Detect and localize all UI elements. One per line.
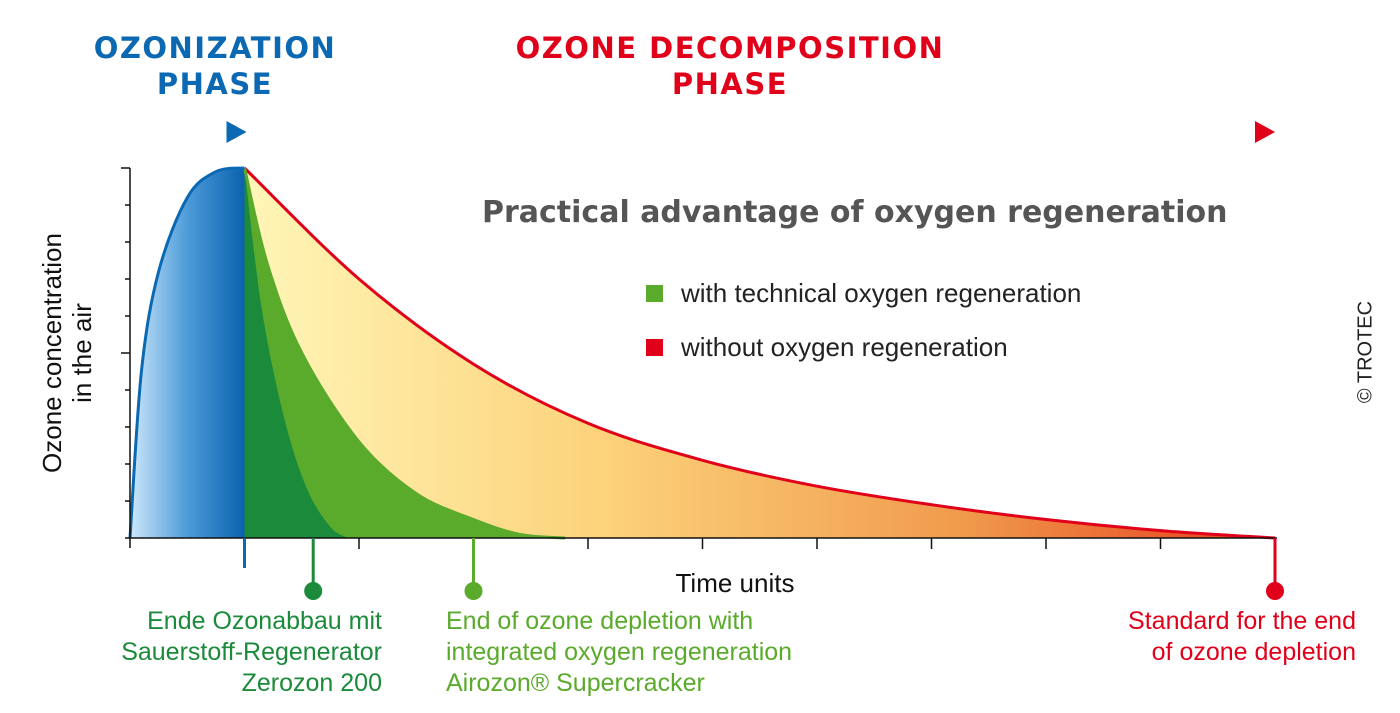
legend-swatch-red (646, 338, 663, 356)
area-with-regeneration (244, 168, 566, 538)
annotation-airozon-line1: End of ozone depletion with (446, 607, 754, 635)
annotation-zerozon-line3: Zerozon 200 (241, 669, 382, 697)
area-without-regeneration (244, 168, 1275, 538)
line-with-regeneration (243, 167, 566, 540)
copyright-notice: © TROTEC (1354, 300, 1377, 404)
area-fast-decay (244, 168, 348, 538)
line-ozonization (128, 166, 245, 539)
annotation-standard-line2: of ozone depletion (1151, 638, 1356, 666)
ozonization-phase-title: OZONIZATION PHASE (60, 30, 370, 102)
annotation-standard: Standard for the end of ozone depletion (1128, 606, 1356, 668)
end-marker-dot (304, 582, 323, 600)
annotation-zerozon: Ende Ozonabbau mit Sauerstoff-Regenerato… (121, 606, 382, 699)
y-axis-label-line2: in the air (67, 303, 97, 403)
end-marker-dot (1266, 582, 1284, 600)
legend-label-without-regeneration: without oxygen regeneration (681, 331, 1008, 362)
annotation-airozon-line2: integrated oxygen regeneration (446, 638, 793, 666)
legend-swatch-green (646, 284, 663, 302)
chart-title: Practical advantage of oxygen regenerati… (482, 195, 1228, 230)
ozonization-arrowhead (226, 121, 247, 143)
x-axis-label: Time units (675, 568, 795, 598)
area-ozonization (130, 168, 245, 538)
decomposition-phase-line1: OZONE DECOMPOSITION (515, 31, 945, 65)
decomposition-phase-line2: PHASE (671, 67, 789, 101)
decomposition-phase-title: OZONE DECOMPOSITION PHASE (510, 30, 950, 102)
decomposition-arrowhead (1255, 121, 1275, 143)
end-marker-dot (464, 582, 483, 600)
line-without-regeneration (243, 166, 1276, 540)
legend-item-without-regeneration: without oxygen regeneration (646, 320, 1081, 374)
ozonization-phase-line2: PHASE (156, 67, 274, 101)
annotation-airozon: End of ozone depletion with integrated o… (446, 606, 792, 699)
legend: with technical oxygen regeneration witho… (646, 266, 1081, 374)
legend-label-with-regeneration: with technical oxygen regeneration (681, 277, 1082, 308)
annotation-airozon-line3: Airozon® Supercracker (446, 669, 705, 697)
legend-item-with-regeneration: with technical oxygen regeneration (646, 266, 1081, 320)
y-axis-label: Ozone concentration in the air (37, 233, 97, 473)
annotation-zerozon-line2: Sauerstoff-Regenerator (121, 638, 382, 666)
annotation-zerozon-line1: Ende Ozonabbau mit (147, 607, 382, 635)
ozonization-phase-line1: OZONIZATION (93, 31, 337, 65)
annotation-standard-line1: Standard for the end (1128, 607, 1356, 635)
y-axis-label-line1: Ozone concentration (37, 233, 67, 473)
